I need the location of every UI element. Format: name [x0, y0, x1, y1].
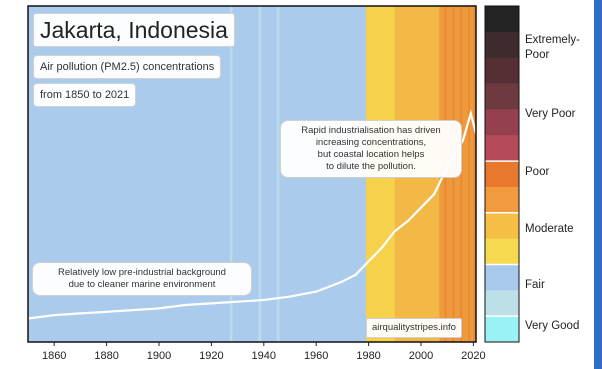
stripe-1	[229, 6, 233, 342]
right-edge-bar	[594, 0, 602, 369]
legend-swatch-2	[485, 57, 519, 84]
stripe-accent-3	[468, 6, 471, 342]
legend-label-5: Very Good	[525, 320, 579, 332]
x-tick-label: 1860	[42, 350, 66, 362]
stripe-accent-2	[460, 6, 463, 342]
legend-swatch-4	[485, 109, 519, 136]
legend-swatch-8	[485, 212, 519, 239]
legend-label-2: Poor	[525, 166, 549, 178]
legend-label-4: Fair	[525, 279, 545, 291]
legend-swatch-3	[485, 83, 519, 110]
legend-swatch-5	[485, 135, 519, 162]
chart-subtitle-2: from 1850 to 2021	[33, 83, 137, 107]
legend-label-3: Moderate	[525, 223, 574, 235]
x-tick-label: 1880	[94, 350, 118, 362]
stripe-accent-4	[473, 6, 476, 342]
chart-title: Jakarta, Indonesia	[33, 13, 235, 47]
legend-border	[484, 5, 520, 343]
legend-label-1: Very Poor	[525, 108, 576, 120]
legend-label-0: Extremely-	[525, 34, 580, 46]
x-axis: 1860 1880 1900 1920 1940 1960 1980 2000 2020	[27, 5, 486, 362]
stripe-4	[261, 6, 278, 342]
legend: Extremely- Poor Very Poor Poor Moderate Fair V…	[484, 5, 580, 343]
x-tick-label: 1900	[147, 350, 171, 362]
legend-swatch-9	[485, 238, 519, 265]
x-tick-label: 1940	[252, 350, 276, 362]
legend-swatch-6	[485, 161, 519, 188]
legend-swatch-12	[485, 316, 519, 343]
legend-swatch-7	[485, 186, 519, 214]
stripe-5	[276, 6, 280, 342]
x-tick-label: 1980	[356, 350, 380, 362]
source-label: airqualitystripes.info	[366, 318, 462, 338]
stripe-3	[258, 6, 262, 342]
preindustrial-annotation: Relatively low pre-industrial background…	[32, 262, 252, 296]
industrialisation-annotation: Rapid industrialisation has driven incre…	[280, 120, 462, 178]
x-tick-label: 1960	[304, 350, 328, 362]
legend-label-0: Poor	[525, 49, 549, 61]
legend-swatch-1	[485, 31, 519, 58]
plot-border	[27, 5, 477, 343]
legend-swatch-0	[485, 6, 519, 33]
x-tick-label: 2020	[461, 350, 485, 362]
chart-subtitle-1: Air pollution (PM2.5) concentrations	[33, 55, 222, 79]
legend-swatch-10	[485, 264, 519, 291]
x-tick-label: 1920	[199, 350, 223, 362]
legend-swatch-11	[485, 290, 519, 317]
x-tick-label: 2000	[409, 350, 433, 362]
